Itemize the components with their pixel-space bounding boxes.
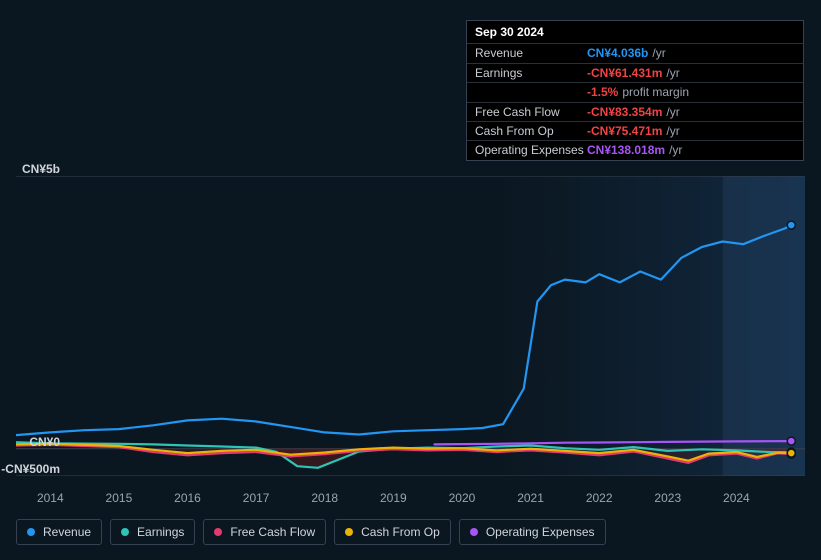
tooltip-row-label: Free Cash Flow (475, 105, 587, 119)
chart-svg (16, 176, 805, 476)
y-axis-label: CN¥5b (0, 162, 60, 176)
legend: Revenue Earnings Free Cash Flow Cash From O… (16, 519, 606, 545)
legend-dot-icon (27, 528, 35, 536)
legend-item-label: Free Cash Flow (230, 525, 315, 539)
legend-dot-icon (121, 528, 129, 536)
chart-plot-area[interactable] (16, 176, 805, 476)
tooltip-row-value: CN¥138.018m (587, 143, 665, 157)
legend-item-revenue[interactable]: Revenue (16, 519, 102, 545)
legend-dot-icon (214, 528, 222, 536)
tooltip-row: Free Cash Flow-CN¥83.354m/yr (467, 102, 803, 121)
tooltip-row-label: Operating Expenses (475, 143, 587, 157)
tooltip-row-label: Revenue (475, 46, 587, 60)
x-axis-label: 2020 (449, 491, 476, 505)
tooltip-row: Operating ExpensesCN¥138.018m/yr (467, 140, 803, 159)
tooltip-row-unit: profit margin (622, 85, 689, 99)
series-end-marker (787, 221, 795, 229)
series-end-marker (787, 437, 795, 445)
tooltip-row-value: -1.5% (587, 85, 618, 99)
tooltip-row-unit: /yr (666, 105, 679, 119)
tooltip-row-unit: /yr (669, 143, 682, 157)
legend-dot-icon (345, 528, 353, 536)
x-axis-label: 2019 (380, 491, 407, 505)
tooltip-row-value: -CN¥61.431m (587, 66, 662, 80)
x-axis-label: 2023 (654, 491, 681, 505)
x-axis-label: 2021 (517, 491, 544, 505)
x-axis-label: 2022 (586, 491, 613, 505)
x-axis-label: 2024 (723, 491, 750, 505)
x-axis-label: 2015 (106, 491, 133, 505)
tooltip-row: RevenueCN¥4.036b/yr (467, 43, 803, 62)
y-axis-label: -CN¥500m (0, 462, 60, 476)
tooltip-row-value: -CN¥75.471m (587, 124, 662, 138)
tooltip-row-value: -CN¥83.354m (587, 105, 662, 119)
tooltip-row-unit: /yr (666, 124, 679, 138)
tooltip-date: Sep 30 2024 (467, 21, 803, 43)
legend-item-cash-from-op[interactable]: Cash From Op (334, 519, 451, 545)
legend-item-label: Cash From Op (361, 525, 440, 539)
legend-item-label: Earnings (137, 525, 184, 539)
x-axis-label: 2018 (311, 491, 338, 505)
x-axis-label: 2016 (174, 491, 201, 505)
tooltip-row: Earnings-CN¥61.431m/yr (467, 63, 803, 82)
legend-item-free-cash-flow[interactable]: Free Cash Flow (203, 519, 326, 545)
tooltip-row: Cash From Op-CN¥75.471m/yr (467, 121, 803, 140)
tooltip-box: Sep 30 2024 RevenueCN¥4.036b/yrEarnings-… (466, 20, 804, 161)
x-axis-label: 2014 (37, 491, 64, 505)
tooltip-row-value: CN¥4.036b (587, 46, 648, 60)
legend-item-label: Revenue (43, 525, 91, 539)
tooltip-row: -1.5% profit margin (467, 82, 803, 101)
tooltip-row-unit: /yr (652, 46, 665, 60)
legend-item-label: Operating Expenses (486, 525, 595, 539)
legend-item-operating-expenses[interactable]: Operating Expenses (459, 519, 606, 545)
x-axis-label: 2017 (243, 491, 270, 505)
y-axis-label: CN¥0 (0, 435, 60, 449)
series-end-marker (787, 449, 795, 457)
tooltip-row-label: Cash From Op (475, 124, 587, 138)
tooltip-row-unit: /yr (666, 66, 679, 80)
legend-item-earnings[interactable]: Earnings (110, 519, 195, 545)
tooltip-row-label: Earnings (475, 66, 587, 80)
legend-dot-icon (470, 528, 478, 536)
